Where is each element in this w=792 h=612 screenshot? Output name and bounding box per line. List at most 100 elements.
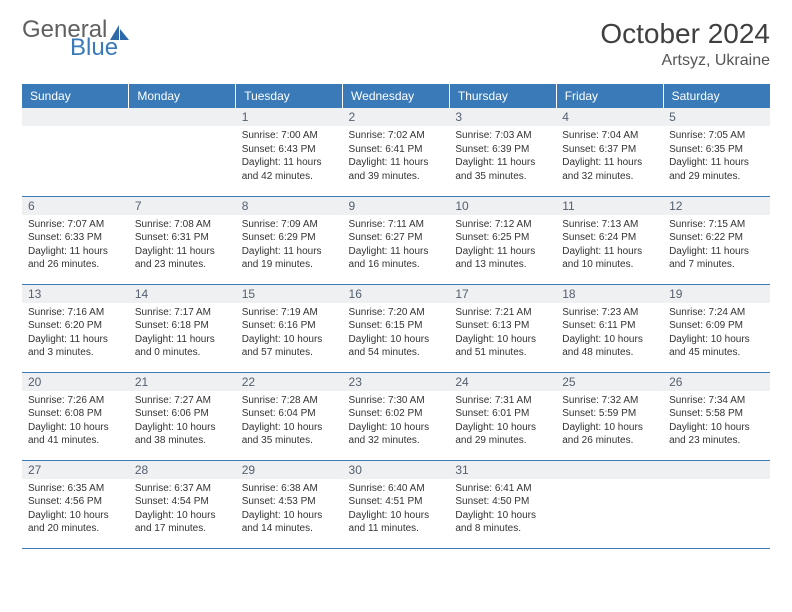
calendar-row: 27Sunrise: 6:35 AMSunset: 4:56 PMDayligh…: [22, 460, 770, 548]
day-number: 21: [129, 373, 236, 391]
day-body: Sunrise: 7:24 AMSunset: 6:09 PMDaylight:…: [663, 303, 770, 363]
day-number: 19: [663, 285, 770, 303]
logo-text-2: Blue: [70, 36, 132, 60]
day-number: 31: [449, 461, 556, 479]
day-number: 5: [663, 108, 770, 126]
calendar-row: 6Sunrise: 7:07 AMSunset: 6:33 PMDaylight…: [22, 196, 770, 284]
day-cell: 21Sunrise: 7:27 AMSunset: 6:06 PMDayligh…: [129, 372, 236, 460]
day-number: 25: [556, 373, 663, 391]
day-body: Sunrise: 6:38 AMSunset: 4:53 PMDaylight:…: [236, 479, 343, 539]
day-body: Sunrise: 7:07 AMSunset: 6:33 PMDaylight:…: [22, 215, 129, 275]
day-number: 22: [236, 373, 343, 391]
day-body: Sunrise: 7:00 AMSunset: 6:43 PMDaylight:…: [236, 126, 343, 186]
day-cell: 7Sunrise: 7:08 AMSunset: 6:31 PMDaylight…: [129, 196, 236, 284]
day-body: Sunrise: 7:31 AMSunset: 6:01 PMDaylight:…: [449, 391, 556, 451]
month-title: October 2024: [600, 18, 770, 50]
day-body: Sunrise: 7:02 AMSunset: 6:41 PMDaylight:…: [343, 126, 450, 186]
empty-cell: [129, 108, 236, 196]
calendar-row: 20Sunrise: 7:26 AMSunset: 6:08 PMDayligh…: [22, 372, 770, 460]
day-number: 8: [236, 197, 343, 215]
day-number: [129, 108, 236, 126]
empty-cell: [663, 460, 770, 548]
day-body: Sunrise: 7:32 AMSunset: 5:59 PMDaylight:…: [556, 391, 663, 451]
day-cell: 27Sunrise: 6:35 AMSunset: 4:56 PMDayligh…: [22, 460, 129, 548]
day-cell: 10Sunrise: 7:12 AMSunset: 6:25 PMDayligh…: [449, 196, 556, 284]
day-number: 26: [663, 373, 770, 391]
day-number: [556, 461, 663, 479]
day-cell: 25Sunrise: 7:32 AMSunset: 5:59 PMDayligh…: [556, 372, 663, 460]
day-number: [22, 108, 129, 126]
weekday-header: Monday: [129, 84, 236, 108]
day-body: Sunrise: 7:11 AMSunset: 6:27 PMDaylight:…: [343, 215, 450, 275]
day-body: Sunrise: 7:34 AMSunset: 5:58 PMDaylight:…: [663, 391, 770, 451]
day-body: Sunrise: 7:28 AMSunset: 6:04 PMDaylight:…: [236, 391, 343, 451]
logo: GeneralBlue: [22, 18, 132, 60]
day-body: [129, 126, 236, 132]
day-body: Sunrise: 7:30 AMSunset: 6:02 PMDaylight:…: [343, 391, 450, 451]
day-cell: 30Sunrise: 6:40 AMSunset: 4:51 PMDayligh…: [343, 460, 450, 548]
day-body: Sunrise: 7:21 AMSunset: 6:13 PMDaylight:…: [449, 303, 556, 363]
day-number: 24: [449, 373, 556, 391]
day-number: 27: [22, 461, 129, 479]
day-cell: 29Sunrise: 6:38 AMSunset: 4:53 PMDayligh…: [236, 460, 343, 548]
day-body: Sunrise: 7:03 AMSunset: 6:39 PMDaylight:…: [449, 126, 556, 186]
day-cell: 9Sunrise: 7:11 AMSunset: 6:27 PMDaylight…: [343, 196, 450, 284]
day-body: Sunrise: 7:16 AMSunset: 6:20 PMDaylight:…: [22, 303, 129, 363]
calendar-body: 1Sunrise: 7:00 AMSunset: 6:43 PMDaylight…: [22, 108, 770, 548]
day-cell: 3Sunrise: 7:03 AMSunset: 6:39 PMDaylight…: [449, 108, 556, 196]
day-cell: 14Sunrise: 7:17 AMSunset: 6:18 PMDayligh…: [129, 284, 236, 372]
day-body: Sunrise: 6:40 AMSunset: 4:51 PMDaylight:…: [343, 479, 450, 539]
calendar-table: SundayMondayTuesdayWednesdayThursdayFrid…: [22, 84, 770, 549]
day-cell: 19Sunrise: 7:24 AMSunset: 6:09 PMDayligh…: [663, 284, 770, 372]
day-body: Sunrise: 7:12 AMSunset: 6:25 PMDaylight:…: [449, 215, 556, 275]
weekday-header: Friday: [556, 84, 663, 108]
day-number: 3: [449, 108, 556, 126]
day-number: 7: [129, 197, 236, 215]
day-cell: 4Sunrise: 7:04 AMSunset: 6:37 PMDaylight…: [556, 108, 663, 196]
day-body: Sunrise: 7:23 AMSunset: 6:11 PMDaylight:…: [556, 303, 663, 363]
day-body: Sunrise: 6:37 AMSunset: 4:54 PMDaylight:…: [129, 479, 236, 539]
weekday-header: Thursday: [449, 84, 556, 108]
day-body: Sunrise: 7:26 AMSunset: 6:08 PMDaylight:…: [22, 391, 129, 451]
day-number: 9: [343, 197, 450, 215]
day-number: 16: [343, 285, 450, 303]
day-body: Sunrise: 7:20 AMSunset: 6:15 PMDaylight:…: [343, 303, 450, 363]
day-number: 29: [236, 461, 343, 479]
day-body: Sunrise: 7:17 AMSunset: 6:18 PMDaylight:…: [129, 303, 236, 363]
calendar-head: SundayMondayTuesdayWednesdayThursdayFrid…: [22, 84, 770, 108]
day-number: 15: [236, 285, 343, 303]
day-body: Sunrise: 6:41 AMSunset: 4:50 PMDaylight:…: [449, 479, 556, 539]
day-number: 28: [129, 461, 236, 479]
day-cell: 1Sunrise: 7:00 AMSunset: 6:43 PMDaylight…: [236, 108, 343, 196]
day-body: Sunrise: 7:13 AMSunset: 6:24 PMDaylight:…: [556, 215, 663, 275]
day-body: [663, 479, 770, 485]
header: GeneralBlue October 2024 Artsyz, Ukraine: [22, 18, 770, 70]
day-cell: 13Sunrise: 7:16 AMSunset: 6:20 PMDayligh…: [22, 284, 129, 372]
day-number: 1: [236, 108, 343, 126]
calendar-row: 13Sunrise: 7:16 AMSunset: 6:20 PMDayligh…: [22, 284, 770, 372]
day-body: Sunrise: 7:27 AMSunset: 6:06 PMDaylight:…: [129, 391, 236, 451]
day-cell: 28Sunrise: 6:37 AMSunset: 4:54 PMDayligh…: [129, 460, 236, 548]
day-cell: 31Sunrise: 6:41 AMSunset: 4:50 PMDayligh…: [449, 460, 556, 548]
day-number: [663, 461, 770, 479]
day-cell: 17Sunrise: 7:21 AMSunset: 6:13 PMDayligh…: [449, 284, 556, 372]
day-cell: 5Sunrise: 7:05 AMSunset: 6:35 PMDaylight…: [663, 108, 770, 196]
day-body: Sunrise: 7:09 AMSunset: 6:29 PMDaylight:…: [236, 215, 343, 275]
day-number: 6: [22, 197, 129, 215]
day-body: Sunrise: 6:35 AMSunset: 4:56 PMDaylight:…: [22, 479, 129, 539]
day-cell: 23Sunrise: 7:30 AMSunset: 6:02 PMDayligh…: [343, 372, 450, 460]
day-number: 20: [22, 373, 129, 391]
weekday-header: Tuesday: [236, 84, 343, 108]
weekday-header: Wednesday: [343, 84, 450, 108]
day-cell: 11Sunrise: 7:13 AMSunset: 6:24 PMDayligh…: [556, 196, 663, 284]
day-body: Sunrise: 7:05 AMSunset: 6:35 PMDaylight:…: [663, 126, 770, 186]
day-cell: 22Sunrise: 7:28 AMSunset: 6:04 PMDayligh…: [236, 372, 343, 460]
day-cell: 8Sunrise: 7:09 AMSunset: 6:29 PMDaylight…: [236, 196, 343, 284]
day-cell: 18Sunrise: 7:23 AMSunset: 6:11 PMDayligh…: [556, 284, 663, 372]
day-cell: 16Sunrise: 7:20 AMSunset: 6:15 PMDayligh…: [343, 284, 450, 372]
empty-cell: [556, 460, 663, 548]
day-number: 10: [449, 197, 556, 215]
day-body: [556, 479, 663, 485]
day-number: 30: [343, 461, 450, 479]
day-number: 14: [129, 285, 236, 303]
